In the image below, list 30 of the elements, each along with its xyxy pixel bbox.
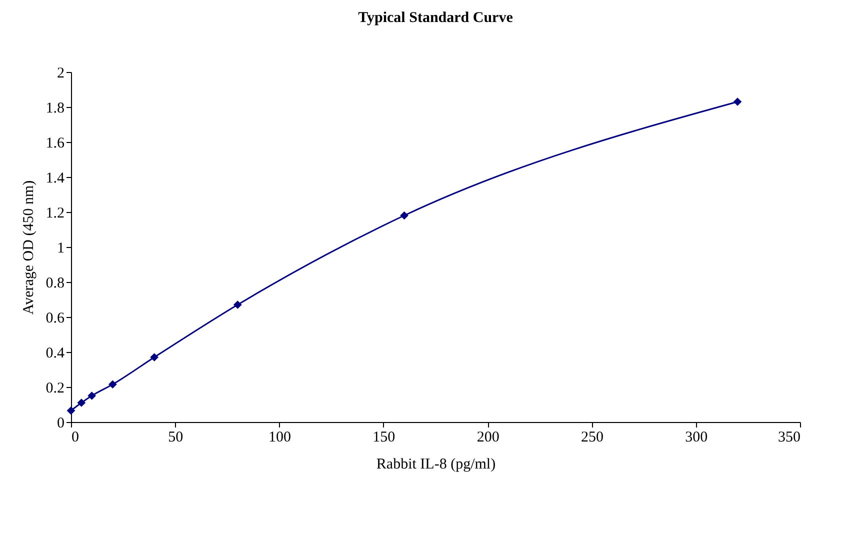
point	[150, 353, 158, 362]
chart-title: Typical Standard Curve	[358, 10, 514, 26]
point	[733, 98, 742, 106]
point	[400, 211, 408, 220]
y-tick-label: 0	[57, 416, 64, 432]
y-tick-label: 1.2	[46, 206, 64, 222]
y-tick-label: 0.2	[46, 380, 64, 396]
x-tick-label: 200	[476, 430, 500, 446]
x-tick-label: 100	[268, 430, 292, 446]
y-tick-label: 0.6	[46, 310, 65, 326]
x-tick-label: 250	[580, 430, 604, 446]
point	[77, 398, 86, 407]
y-tick-label: 2	[57, 66, 64, 82]
y-tick-label: 0.8	[46, 276, 64, 292]
y-axis-title: Average OD (450 nm)	[20, 180, 37, 315]
point	[66, 406, 76, 415]
x-tick-label: 50	[168, 430, 184, 446]
y-tick-label: 1	[57, 240, 64, 256]
x-tick-label: 350	[778, 430, 800, 446]
point	[108, 380, 117, 389]
y-tick-label: 1.6	[46, 136, 65, 152]
x-tick-label: 300	[685, 430, 708, 446]
x-tick-label: 150	[372, 430, 396, 446]
point	[88, 392, 96, 400]
x-axis-title: Rabbit IL-8 (pg/ml)	[376, 456, 496, 472]
x-tick-label: 0	[72, 430, 79, 446]
y-tick-label: 1.4	[46, 170, 65, 186]
y-tick-label: 0.4	[46, 346, 65, 362]
point	[233, 300, 242, 309]
y-tick-label: 1.8	[46, 100, 64, 116]
